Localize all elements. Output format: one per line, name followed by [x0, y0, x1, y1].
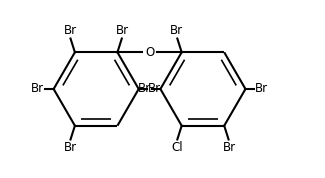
Text: Br: Br — [148, 82, 161, 96]
Text: Br: Br — [116, 24, 129, 37]
Text: Br: Br — [255, 82, 268, 96]
Text: Br: Br — [170, 24, 184, 37]
Text: Cl: Cl — [171, 141, 183, 154]
Text: Br: Br — [64, 24, 77, 37]
Text: Br: Br — [222, 141, 236, 154]
Text: O: O — [145, 46, 154, 59]
Text: Br: Br — [31, 82, 44, 96]
Text: Br: Br — [138, 82, 151, 96]
Text: Br: Br — [64, 141, 77, 154]
